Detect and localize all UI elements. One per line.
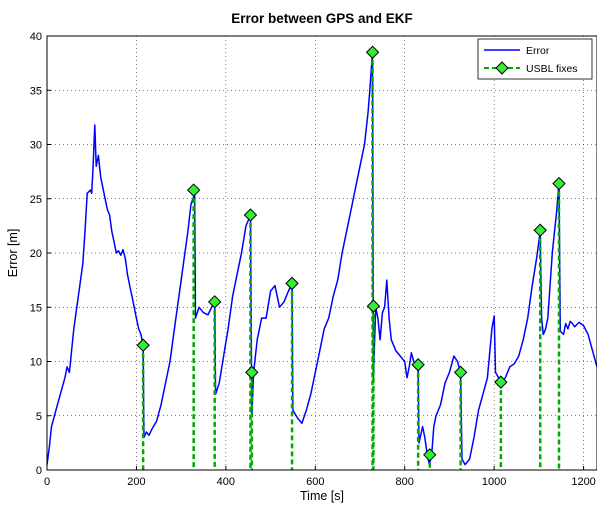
usbl-fix-marker xyxy=(136,338,150,352)
legend-error-label: Error xyxy=(526,45,550,57)
usbl-fix-marker xyxy=(533,223,547,237)
y-tick-label: 35 xyxy=(30,85,42,97)
y-axis-label: Error [m] xyxy=(6,229,20,278)
axis-ticks: 0 200 400 600 800 1000 1200 0 5 10 15 20 25 30 35 40 xyxy=(30,31,596,488)
usbl-fix-marker xyxy=(365,45,380,59)
x-axis-label: Time [s] xyxy=(300,489,344,503)
y-tick-label: 20 xyxy=(30,248,42,260)
y-tick-label: 40 xyxy=(30,31,42,43)
plot-frame xyxy=(46,35,597,471)
usbl-fix-marker xyxy=(243,208,258,222)
grid-lines xyxy=(47,36,597,470)
x-tick-label: 0 xyxy=(44,476,50,488)
x-tick-label: 400 xyxy=(217,476,235,488)
x-tick-label: 1200 xyxy=(571,476,595,488)
x-tick-label: 800 xyxy=(396,476,414,488)
series-error-line xyxy=(46,51,597,466)
plot-area xyxy=(46,45,597,470)
legend-box xyxy=(477,38,593,80)
usbl-fix-marker xyxy=(285,276,299,291)
usbl-fix-marker xyxy=(552,176,566,191)
y-tick-label: 15 xyxy=(30,302,42,314)
usbl-fix-marker xyxy=(245,365,259,380)
x-tick-label: 600 xyxy=(306,476,324,488)
usbl-fix-marker xyxy=(366,299,381,313)
usbl-fix-marker xyxy=(186,183,201,197)
legend-usbl-marker xyxy=(495,61,509,75)
y-tick-label: 10 xyxy=(30,357,42,369)
legend: Error USBL fixes xyxy=(477,38,593,80)
y-tick-label: 30 xyxy=(30,140,42,152)
usbl-fix-marker xyxy=(423,448,437,462)
usbl-fix-marker xyxy=(411,358,425,372)
y-tick-label: 5 xyxy=(36,411,42,423)
usbl-fix-marker xyxy=(494,375,508,389)
x-tick-label: 200 xyxy=(127,476,145,488)
usbl-fix-marker xyxy=(453,365,468,380)
y-tick-label: 25 xyxy=(30,194,42,206)
x-tick-label: 1000 xyxy=(482,476,506,488)
legend-usbl-label: USBL fixes xyxy=(526,63,578,75)
usbl-fix-marker xyxy=(207,295,222,309)
chart-title: Error between GPS and EKF xyxy=(231,11,413,26)
y-tick-label: 0 xyxy=(36,465,42,477)
